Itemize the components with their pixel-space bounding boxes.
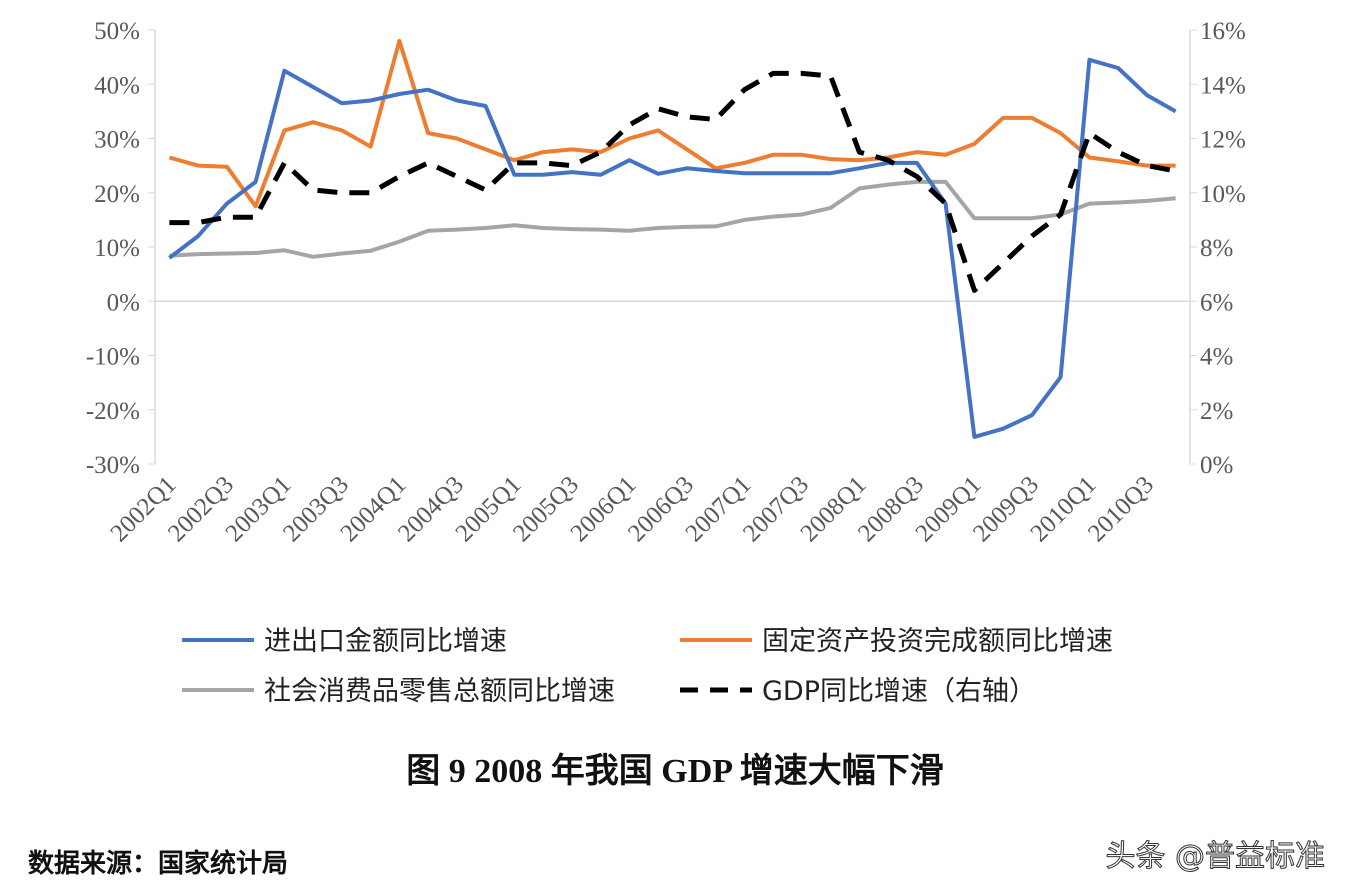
legend-label: 进出口金额同比增速 (264, 626, 507, 657)
left-tick-label: 20% (94, 181, 140, 208)
left-tick-label: -30% (86, 452, 140, 479)
right-tick-label: 2% (1200, 398, 1233, 425)
source-note: 数据来源：国家统计局 (28, 848, 288, 878)
right-tick-label: 12% (1200, 127, 1246, 154)
left-tick-label: 30% (94, 127, 140, 154)
right-tick-label: 14% (1200, 72, 1246, 99)
series-line-1 (168, 38, 1176, 209)
right-tick-label: 6% (1200, 289, 1233, 316)
x-tick-label: 2010Q3 (1083, 471, 1159, 547)
right-tick-label: 4% (1200, 344, 1233, 371)
right-tick-label: 8% (1200, 235, 1233, 262)
chart-title: 图 9 2008 年我国 GDP 增速大幅下滑 (406, 752, 943, 790)
legend-label: GDP同比增速（右轴） (762, 676, 1036, 707)
left-tick-label: 50% (94, 18, 140, 45)
series-line-3 (169, 70, 1177, 293)
left-tick-label: -10% (86, 344, 140, 371)
right-tick-label: 0% (1200, 452, 1233, 479)
legend-label: 社会消费品零售总额同比增速 (264, 676, 615, 707)
series-lines (168, 38, 1177, 439)
watermark: 头条 @普益标准 (1105, 839, 1325, 874)
series-line-2 (169, 179, 1176, 259)
right-tick-label: 16% (1200, 18, 1246, 45)
left-tick-label: 0% (107, 289, 140, 316)
series-line-0 (168, 57, 1177, 439)
right-tick-label: 10% (1200, 181, 1246, 208)
left-tick-label: 10% (94, 235, 140, 262)
left-tick-label: 40% (94, 72, 140, 99)
legend-label: 固定资产投资完成额同比增速 (762, 626, 1113, 657)
axes: 50% 40% 30% 20% 10% 0% -10% -20% -30% 16% 14% 12% 10… (86, 18, 1246, 547)
left-tick-label: -20% (86, 398, 140, 425)
